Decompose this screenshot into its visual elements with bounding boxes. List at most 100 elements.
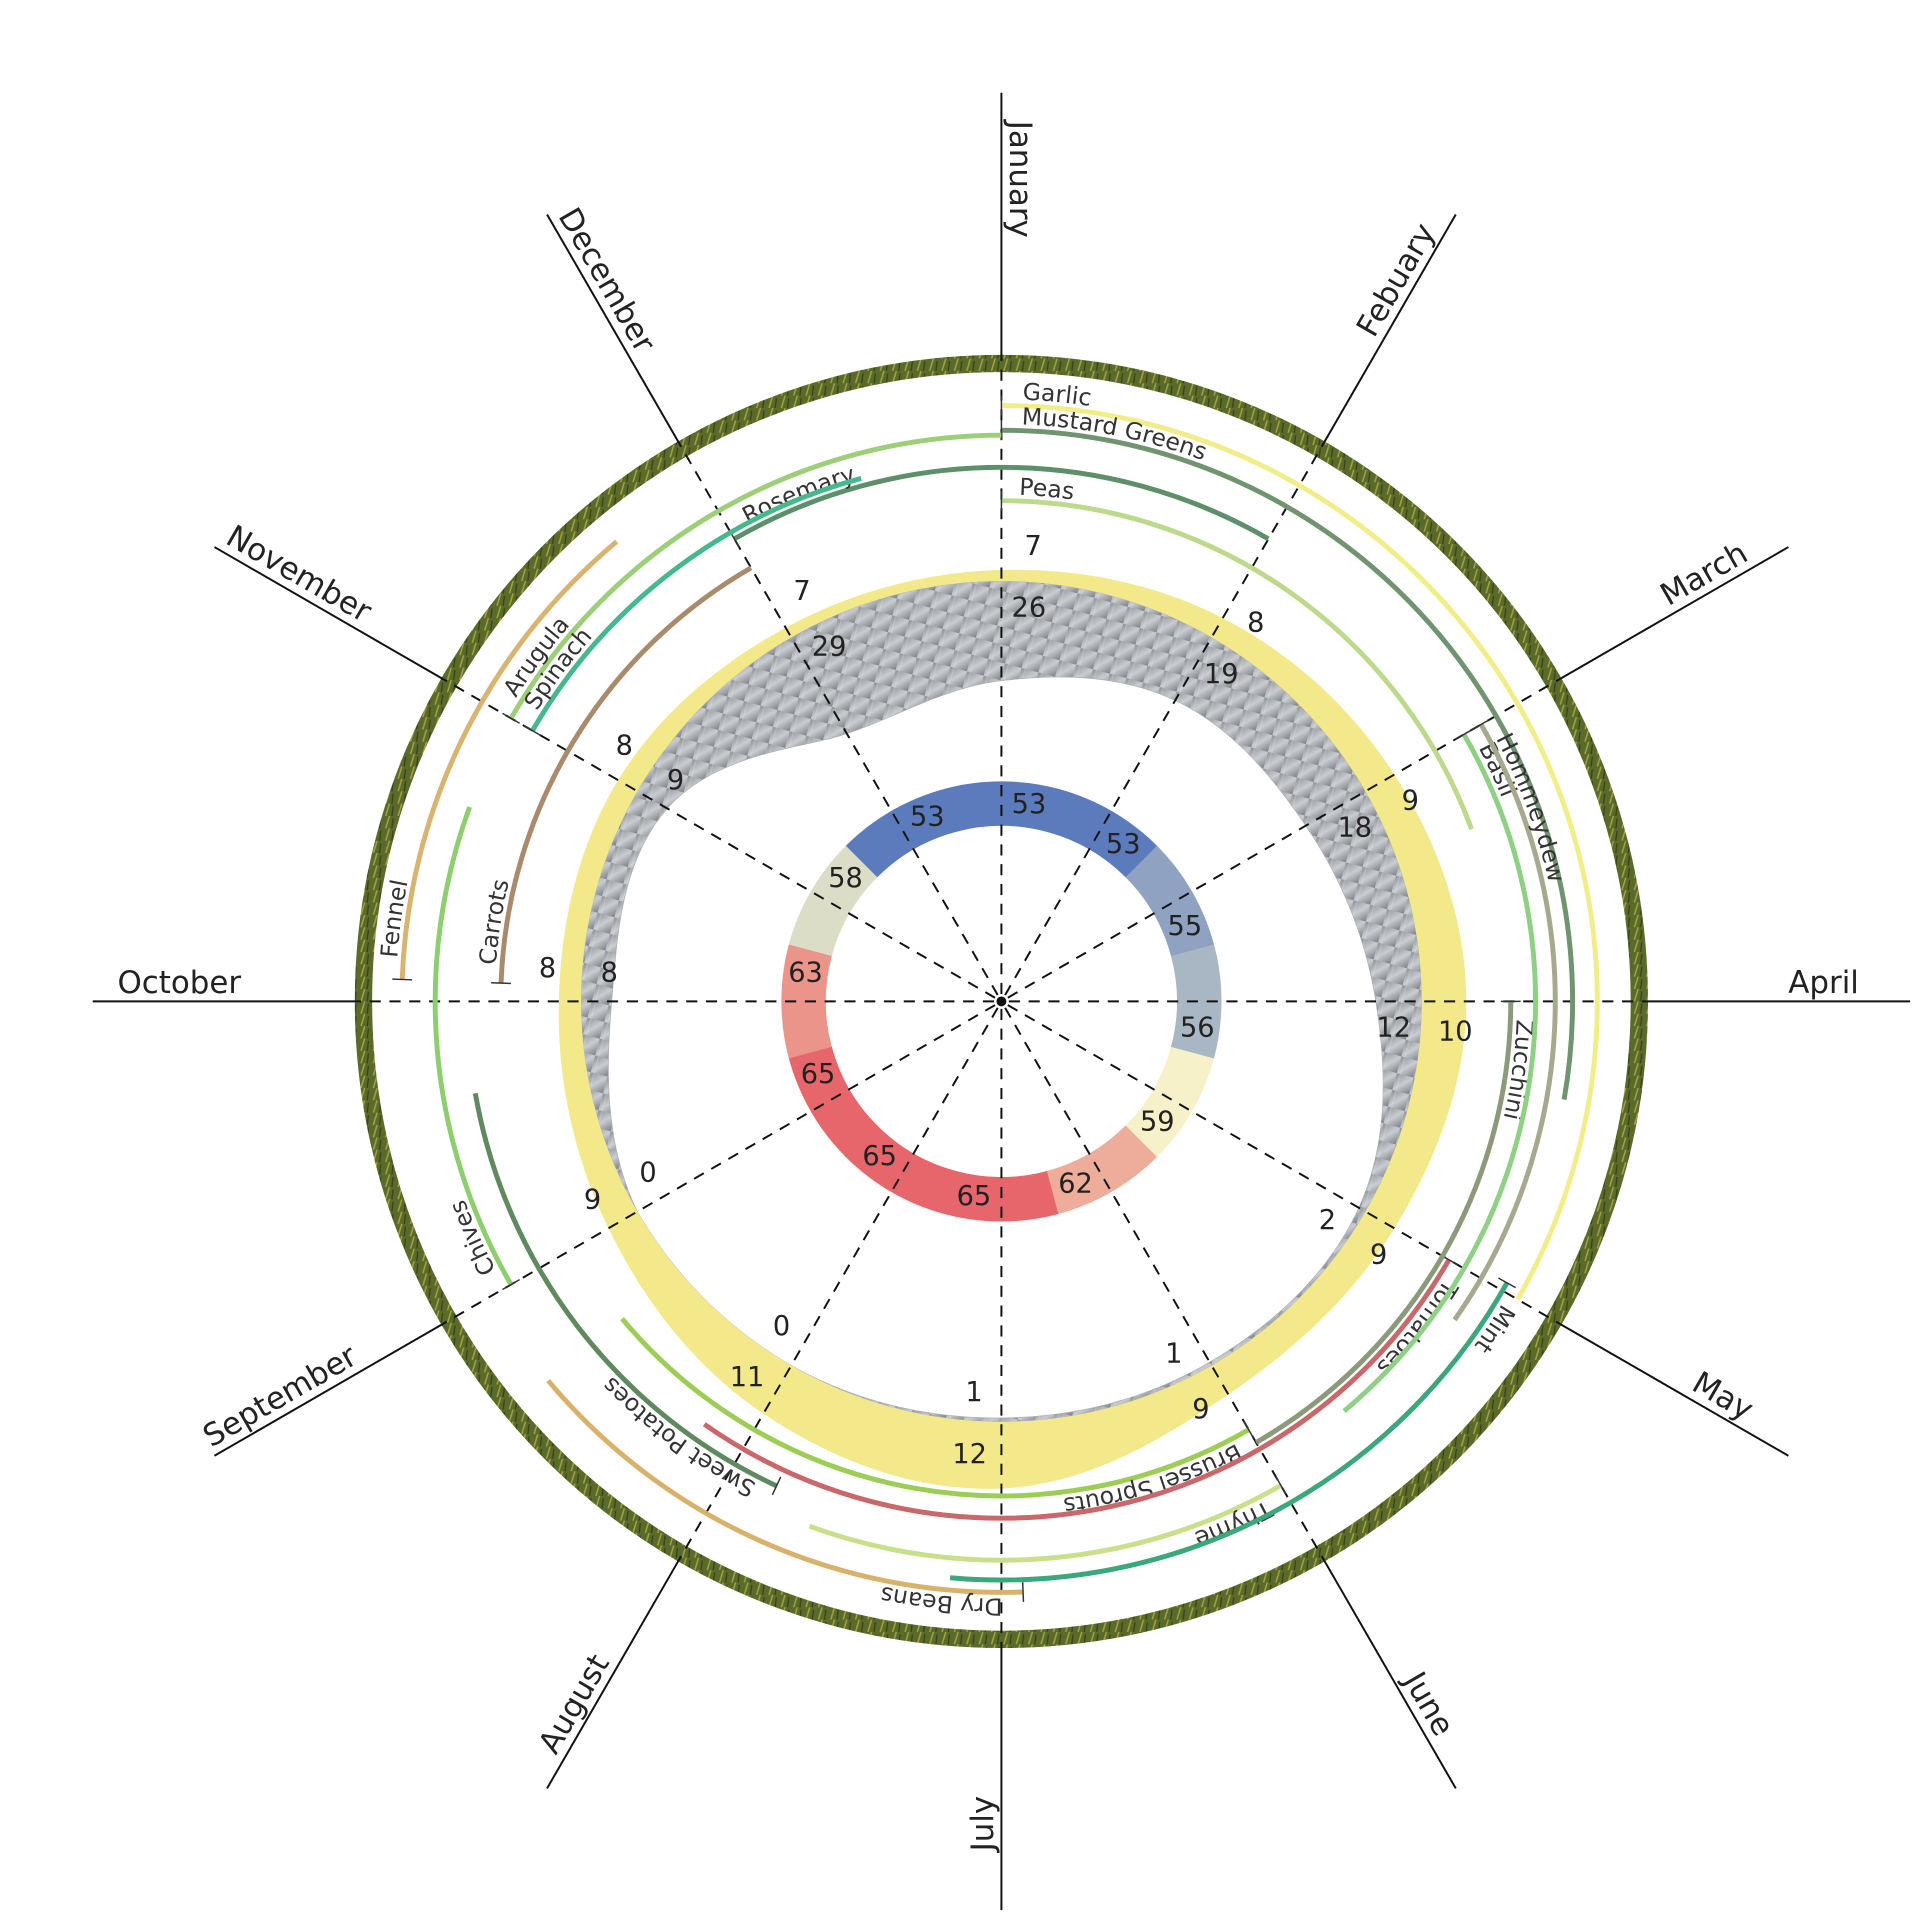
temperature-label: 53 — [910, 802, 945, 833]
month-line — [546, 213, 680, 444]
spoke — [1004, 442, 1325, 996]
month-label: July — [965, 1796, 1001, 1854]
crop-tick — [502, 1278, 520, 1291]
crop-season — [1452, 723, 1558, 1322]
temperature-segment — [943, 1170, 1059, 1222]
crop-label: Hommeydew — [1491, 728, 1571, 884]
crop-season — [1342, 733, 1538, 1413]
yellow-band-label: 9 — [584, 1184, 601, 1215]
yellow-band-label: 8 — [616, 731, 633, 762]
crop-season — [733, 464, 1270, 542]
month-line — [1323, 213, 1457, 444]
gray-band-label: 8 — [601, 957, 618, 988]
yellow-band-label: 12 — [952, 1439, 987, 1470]
crop-label: Chives — [443, 1197, 501, 1281]
crop-season — [949, 1281, 1510, 1583]
spoke — [1007, 1004, 1561, 1325]
yellow-band-label: 8 — [539, 953, 556, 984]
temperature-segment — [781, 943, 833, 1059]
crop-season — [1001, 498, 1474, 831]
crop-tick — [1455, 728, 1473, 740]
crop-tick — [1275, 1476, 1287, 1495]
month-label-group: October — [117, 965, 241, 1001]
month-label-group: December — [551, 202, 662, 359]
gray-band-label: 29 — [812, 632, 847, 663]
crop-tick — [392, 978, 413, 981]
spoke — [677, 1007, 999, 1561]
temperature-segment — [845, 788, 958, 878]
crop-season — [702, 1258, 1452, 1521]
temperature-segment — [1125, 845, 1215, 958]
crop-tick — [523, 725, 542, 737]
month-label: April — [1788, 965, 1859, 1001]
crop-label: Dry Beans — [878, 1581, 1003, 1621]
crop-tick — [1472, 718, 1491, 731]
crop-tick — [1497, 1277, 1516, 1289]
crop-season — [1001, 403, 1600, 1301]
temperature-label: 65 — [957, 1181, 992, 1212]
month-label: March — [1654, 535, 1754, 613]
gray-band-label: 12 — [1376, 1012, 1411, 1043]
outer-ring — [354, 354, 1649, 1649]
gray-band-label: 1 — [1165, 1338, 1182, 1369]
yellow-band-label: 8 — [1247, 608, 1264, 639]
crop-label: Peas — [1019, 473, 1076, 506]
crop-name: Chives — [443, 1197, 501, 1281]
temperature-label: 58 — [828, 863, 863, 894]
month-label-group: Febuary — [1350, 217, 1443, 343]
temperature-segment — [788, 845, 879, 957]
gray-band-label: 18 — [1337, 813, 1372, 844]
crop-tick — [502, 712, 520, 724]
month-label: October — [117, 965, 241, 1001]
crop-tick — [771, 1476, 782, 1496]
temperature-label: 63 — [788, 957, 823, 988]
crop-season — [498, 565, 753, 984]
month-label: Febuary — [1350, 217, 1443, 343]
crop-season — [472, 1092, 778, 1489]
spoke — [677, 442, 999, 996]
month-line — [213, 546, 444, 680]
month-label: June — [1395, 1664, 1461, 1742]
gray-band-label: 9 — [667, 765, 684, 796]
month-label-group: January — [1002, 119, 1038, 238]
yellow-band — [558, 569, 1467, 1489]
temperature-label: 56 — [1180, 1012, 1215, 1043]
month-line — [546, 1559, 680, 1789]
temperature-segment — [1045, 1125, 1158, 1215]
temperature-label: 55 — [1168, 911, 1203, 942]
month-line — [1323, 1559, 1457, 1789]
temperature-segment — [944, 781, 1060, 833]
month-label: September — [197, 1338, 363, 1455]
month-label: November — [220, 518, 377, 630]
crop-season — [1001, 427, 1576, 1100]
temperature-label: 59 — [1140, 1107, 1175, 1138]
gray-band-label: 0 — [773, 1311, 790, 1342]
month-label-group: April — [1788, 965, 1859, 1001]
temperature-segment — [788, 1045, 878, 1158]
month-label-group: March — [1654, 535, 1754, 613]
crop-season — [546, 1378, 1024, 1595]
crop-season — [620, 1317, 1250, 1499]
gray-band-label: 2 — [1319, 1205, 1336, 1236]
crop-season — [808, 1483, 1283, 1563]
temperature-label: 65 — [862, 1141, 897, 1172]
yellow-band-label: 7 — [793, 576, 810, 607]
crop-tick — [1021, 1582, 1025, 1602]
gray-band-label: 0 — [639, 1157, 656, 1188]
month-label-group: July — [965, 1796, 1001, 1854]
temperature-segment — [1046, 788, 1158, 879]
month-label-group: September — [197, 1338, 363, 1455]
temperature-segment — [1124, 1046, 1214, 1158]
month-label-group: November — [220, 518, 377, 630]
temperature-segment — [845, 1124, 957, 1214]
spoke — [1007, 677, 1561, 999]
spoke — [442, 1004, 996, 1325]
yellow-band-label: 10 — [1438, 1017, 1473, 1048]
temperature-label: 65 — [801, 1059, 836, 1090]
spoke — [442, 677, 996, 999]
center-dot — [996, 996, 1007, 1007]
month-label-group: June — [1395, 1664, 1461, 1742]
yellow-band-label: 9 — [1192, 1394, 1209, 1425]
